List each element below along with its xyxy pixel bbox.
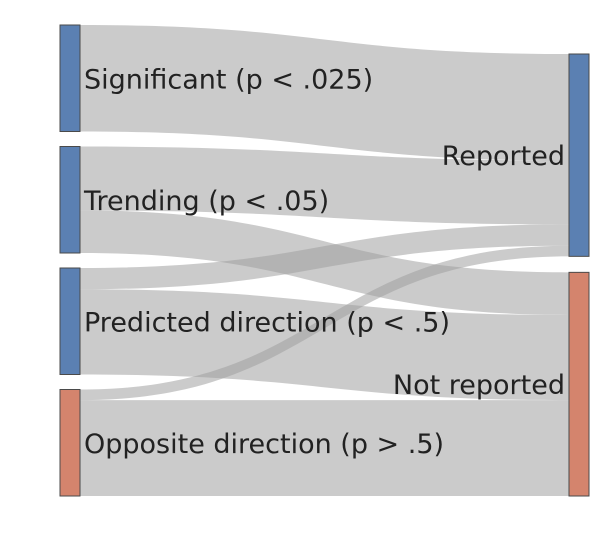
node-reported xyxy=(569,54,589,256)
node-trending xyxy=(60,147,80,254)
node-significant xyxy=(60,25,80,132)
label-not_reported: Not reported xyxy=(393,370,565,401)
label-reported: Reported xyxy=(442,141,565,172)
label-opposite: Opposite direction (p > .5) xyxy=(84,429,444,460)
links-layer xyxy=(80,25,569,496)
label-predicted: Predicted direction (p < .5) xyxy=(84,307,450,338)
node-not_reported xyxy=(569,272,589,496)
node-predicted xyxy=(60,268,80,375)
label-trending: Trending (p < .05) xyxy=(83,186,329,217)
node-opposite xyxy=(60,390,80,497)
label-significant: Significant (p < .025) xyxy=(84,64,373,95)
